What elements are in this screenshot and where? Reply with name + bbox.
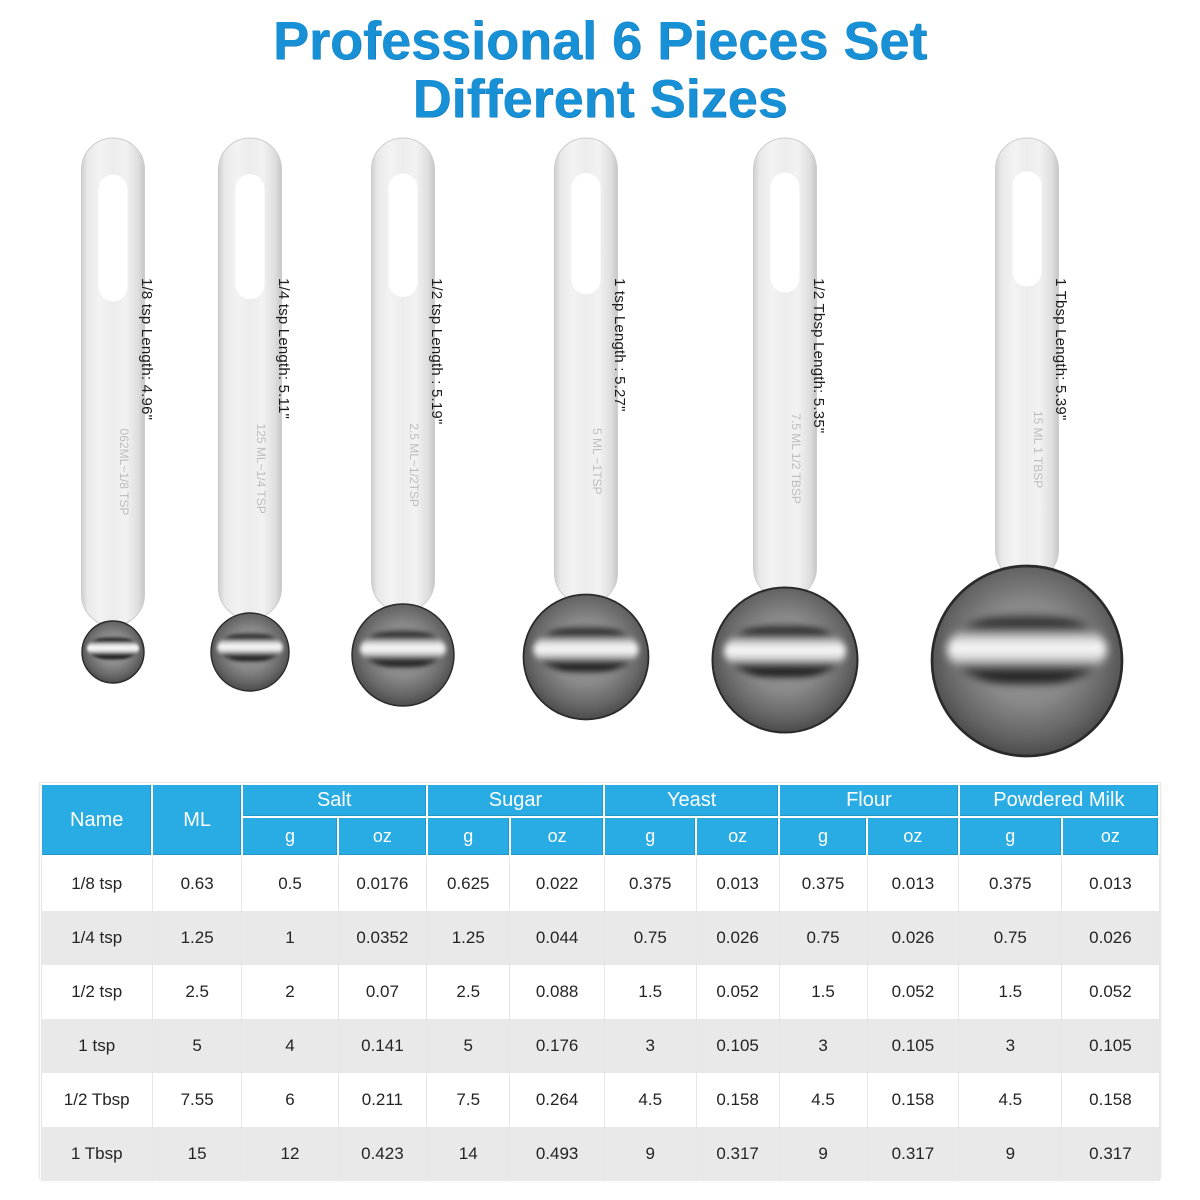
svg-text:062ML~1/8 TSP: 062ML~1/8 TSP xyxy=(117,429,131,516)
svg-text:125 ML~1/4 TSP: 125 ML~1/4 TSP xyxy=(254,424,268,514)
svg-text:5 ML ~1TSP: 5 ML ~1TSP xyxy=(590,428,604,495)
svg-text:15 ML 1 TBSP: 15 ML 1 TBSP xyxy=(1031,411,1045,488)
svg-text:7.5 ML 1/2 TBSP: 7.5 ML 1/2 TBSP xyxy=(789,413,803,504)
svg-text:2.5 ML~1/2TSP: 2.5 ML~1/2TSP xyxy=(407,423,421,507)
